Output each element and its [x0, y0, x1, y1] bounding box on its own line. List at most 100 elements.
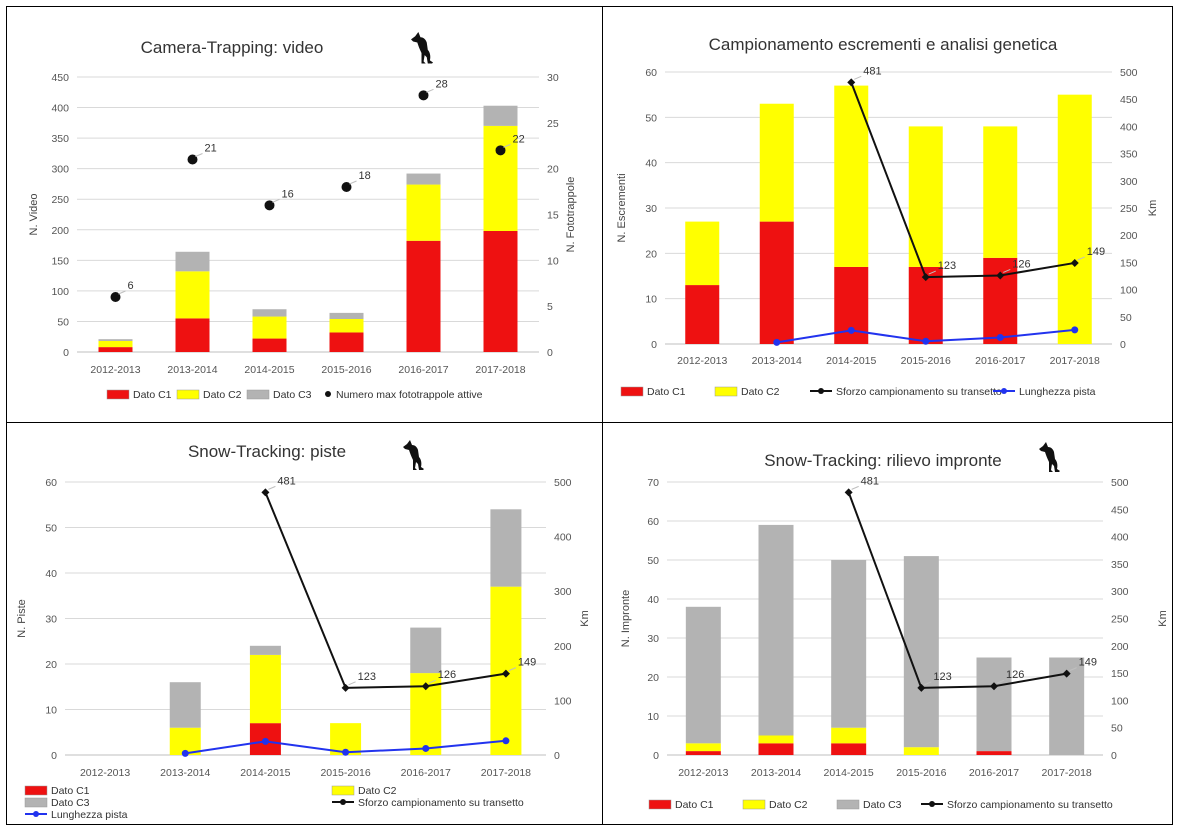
y2-tick-label: 450: [1111, 504, 1129, 516]
bar-c2: [252, 316, 287, 339]
line-marker: [847, 326, 855, 334]
x-tick-label: 2015-2016: [896, 767, 946, 779]
x-tick-label: 2014-2015: [826, 355, 876, 367]
legend-label: Dato C2: [358, 785, 397, 797]
data-label-leader: [996, 679, 1005, 684]
legend-label: Dato C3: [863, 799, 902, 811]
legend-line-marker: [929, 801, 935, 807]
bar-c1: [831, 743, 867, 755]
y2-tick-label: 300: [554, 586, 572, 598]
line-marker: [921, 273, 930, 282]
chart-title: Camera-Trapping: video: [141, 38, 324, 57]
y-tick-label: 60: [647, 516, 659, 528]
y2-tick-label: 500: [554, 477, 572, 489]
bar-c1: [685, 751, 721, 755]
y2-tick-label: 500: [1111, 477, 1129, 489]
dot-marker: [110, 292, 121, 302]
x-tick-label: 2014-2015: [244, 364, 294, 376]
data-label-leader: [924, 681, 932, 686]
legend-label: Dato C1: [647, 386, 686, 398]
data-label: 126: [1006, 669, 1024, 681]
data-label-leader: [272, 198, 280, 203]
chart-title: Campionamento escrementi e analisi genet…: [709, 35, 1058, 54]
data-label: 21: [205, 143, 217, 155]
bar-c1: [983, 257, 1018, 344]
bar-c2: [685, 743, 721, 752]
bar-c2: [903, 747, 939, 755]
data-label: 18: [359, 170, 371, 182]
data-label-leader: [268, 485, 276, 490]
data-label-leader: [118, 290, 126, 295]
line-marker: [261, 737, 269, 745]
data-label-leader: [348, 681, 356, 686]
line-marker: [342, 748, 350, 756]
legend-line-marker: [1001, 388, 1007, 394]
line-marker: [996, 271, 1005, 280]
y2-tick-label: 400: [1111, 532, 1129, 544]
legend-label: Lunghezza pista: [51, 809, 128, 821]
line-marker: [422, 744, 430, 752]
y-tick-label: 40: [647, 594, 659, 606]
line-marker: [421, 682, 430, 691]
data-label-leader: [195, 153, 203, 157]
series-line-effort: [850, 81, 1075, 279]
y-tick-label: 250: [51, 194, 69, 206]
line-marker: [996, 333, 1004, 341]
y2-tick-label: 50: [1111, 723, 1123, 735]
line-marker: [341, 683, 350, 692]
y2-tick-label: 100: [1120, 285, 1138, 297]
line-marker: [1071, 326, 1079, 334]
bar-c1: [329, 332, 364, 352]
y2-tick-label: 5: [547, 301, 553, 313]
legend-label: Dato C2: [741, 386, 780, 398]
legend-swatch: [714, 386, 738, 397]
data-label: 123: [933, 671, 951, 683]
legend-line-marker: [33, 811, 39, 817]
y-tick-label: 70: [647, 477, 659, 489]
y-axis-label: N. Impronte: [620, 590, 632, 647]
x-tick-label: 2014-2015: [824, 767, 874, 779]
y-tick-label: 20: [647, 672, 659, 684]
chart-video: Camera-Trapping: video050100150200250300…: [28, 32, 577, 401]
data-label: 16: [282, 188, 294, 200]
line-marker: [1070, 258, 1079, 267]
legend-label: Dato C3: [273, 389, 312, 401]
y-axis-label: N. Video: [28, 194, 40, 236]
legend-label: Dato C3: [51, 797, 90, 809]
y2-tick-label: 10: [547, 255, 559, 267]
y2-tick-label: 0: [547, 347, 553, 359]
bar-c1: [98, 347, 133, 352]
bar-c2: [831, 727, 867, 744]
line-marker: [181, 749, 189, 757]
data-label: 22: [513, 133, 525, 145]
legend-swatch: [24, 797, 48, 808]
chart-title: Snow-Tracking: rilievo impronte: [764, 451, 1001, 470]
chart-panel-tracks: Snow-Tracking: piste 0 10 20 30 40 50 60 0 100 200…: [6, 422, 603, 825]
legend-swatch: [176, 389, 200, 400]
y-tick-label: 350: [51, 133, 69, 145]
legend-swatch: [742, 799, 766, 810]
y2-tick-label: 25: [547, 118, 559, 130]
legend-line-marker: [340, 799, 346, 805]
bar-c3: [98, 339, 133, 341]
bar-c3: [831, 560, 867, 728]
data-label: 123: [938, 260, 956, 272]
y-tick-label: 30: [647, 633, 659, 645]
y2-tick-label: 150: [1111, 668, 1129, 680]
legend-label: Sforzo campionamento su transetto: [836, 386, 1002, 398]
chart-prints: Snow-Tracking: rilievo impronte 0 10 20 30 40…: [620, 442, 1169, 811]
bar-c1: [759, 221, 794, 344]
bar-c3: [685, 606, 721, 744]
bar-c2: [329, 319, 364, 333]
line-marker: [990, 682, 998, 691]
x-tick-label: 2016-2017: [969, 767, 1019, 779]
bar-c3: [483, 105, 518, 126]
data-label-leader: [854, 75, 862, 80]
data-label-leader: [426, 88, 434, 93]
y-tick-label: 0: [651, 339, 657, 351]
legend-swatch: [331, 785, 355, 796]
legend-line-marker: [818, 388, 824, 394]
data-label: 149: [1079, 657, 1097, 669]
series-line-effort: [264, 491, 507, 689]
legend-swatch: [246, 389, 270, 400]
